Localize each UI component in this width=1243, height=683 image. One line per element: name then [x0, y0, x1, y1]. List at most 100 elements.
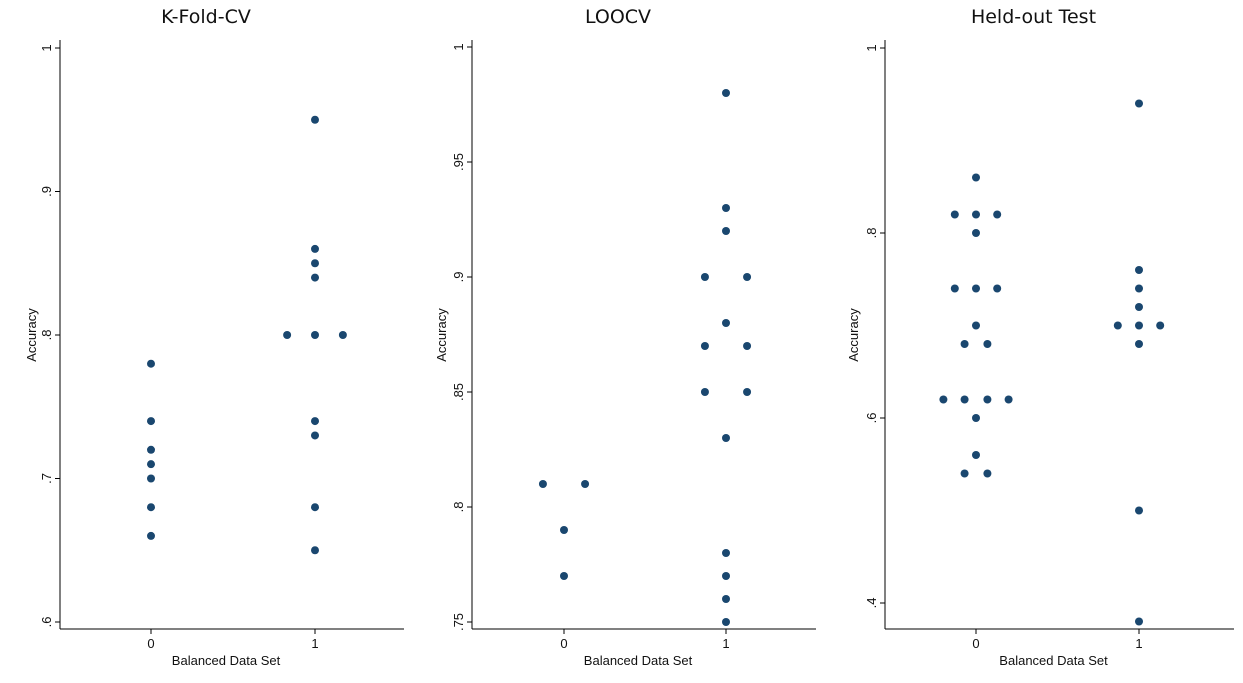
data-point [311, 546, 319, 555]
data-point [950, 284, 959, 293]
y-tick-label: .8 [39, 330, 54, 341]
data-point [1135, 506, 1143, 515]
y-tick-label: .75 [451, 613, 466, 631]
data-point [950, 210, 959, 219]
data-point [960, 395, 969, 404]
chart-title: Held-out Test [970, 6, 1097, 28]
y-tick-label: .8 [451, 502, 466, 513]
data-point [722, 595, 730, 603]
data-point [1113, 321, 1122, 330]
y-tick-label: .7 [39, 473, 54, 484]
data-point [147, 417, 155, 426]
y-tick-label: .9 [39, 186, 54, 197]
x-tick-label: 1 [1135, 636, 1142, 651]
y-tick-label: .4 [864, 598, 879, 609]
data-point [1135, 303, 1143, 311]
data-point [722, 227, 730, 235]
data-point [722, 89, 730, 97]
data-point [722, 319, 730, 327]
data-point [972, 210, 980, 219]
x-tick-label: 0 [972, 636, 979, 651]
chart-title: LOOCV [584, 6, 652, 28]
data-point [722, 572, 730, 580]
data-point [1156, 321, 1165, 330]
data-point [311, 331, 319, 339]
y-tick-label: 1 [39, 44, 54, 51]
data-point [311, 259, 319, 268]
y-tick-label: .9 [451, 272, 466, 283]
y-tick-label: .6 [864, 413, 879, 424]
kfold-cv-panel: K-Fold-CV .6 .7 .8 .9 1 0 1 Balanced Data Set Ac… [0, 0, 412, 683]
y-tick-label: .85 [451, 383, 466, 401]
data-point [972, 229, 980, 237]
x-tick-label: 1 [722, 636, 729, 651]
y-axis-label: Accuracy [24, 308, 39, 362]
data-point [581, 480, 590, 488]
data-point [722, 434, 730, 442]
data-point [972, 451, 980, 459]
data-point [338, 331, 347, 339]
y-tick-label: 1 [451, 43, 466, 50]
plot-area [60, 40, 404, 629]
loocv-chart: .75 .8 .85 .9 .95 1 0 1 Balanced Data Set Accurac… [434, 40, 816, 668]
data-point [1135, 99, 1143, 108]
y-axis-label: Accuracy [434, 308, 449, 362]
y-tick-label: 1 [864, 44, 879, 51]
data-point [700, 388, 709, 396]
data-point [147, 531, 155, 540]
y-tick-label: .95 [451, 153, 466, 171]
held-out-test-chart: .4 .6 .8 1 0 1 Balanced Data Set Accuracy [846, 40, 1234, 668]
data-point [311, 503, 319, 512]
data-point [700, 273, 709, 281]
data-point [939, 395, 948, 404]
data-point [538, 480, 547, 488]
data-point [972, 414, 980, 422]
data-point [743, 388, 752, 396]
data-point [700, 342, 709, 350]
data-point [722, 618, 730, 626]
x-tick-label: 0 [560, 636, 567, 651]
data-point [743, 273, 752, 281]
data-point [972, 173, 980, 182]
data-point [983, 340, 992, 348]
data-point [1135, 340, 1143, 348]
data-point [993, 210, 1002, 219]
data-point [972, 284, 980, 293]
plot-area [472, 40, 816, 629]
y-tick-label: .6 [39, 617, 54, 628]
data-point [743, 342, 752, 350]
data-point [147, 460, 155, 469]
x-tick-label: 1 [311, 636, 318, 651]
data-point [560, 526, 568, 534]
plot-area [885, 40, 1234, 629]
data-point [311, 273, 319, 282]
data-point [993, 284, 1002, 293]
data-point [147, 359, 155, 368]
data-point [983, 469, 992, 478]
x-axis-label: Balanced Data Set [584, 653, 693, 668]
y-axis-label: Accuracy [846, 308, 861, 362]
data-point [311, 115, 319, 124]
data-point [983, 395, 992, 404]
data-point [560, 572, 568, 580]
held-out-test-panel: Held-out Test .4 .6 .8 1 0 1 Balanced Data Set… [824, 0, 1243, 683]
data-point [283, 331, 292, 339]
data-point [722, 204, 730, 212]
data-point [147, 445, 155, 454]
x-axis-label: Balanced Data Set [999, 653, 1108, 668]
data-point [311, 244, 319, 253]
data-point [1135, 321, 1143, 330]
data-point [1135, 266, 1143, 274]
loocv-panel: LOOCV .75 .8 .85 .9 .95 1 0 1 Balanced Data Set A… [412, 0, 824, 683]
data-point [147, 474, 155, 483]
chart-title: K-Fold-CV [161, 6, 251, 28]
data-point [722, 549, 730, 557]
data-point [960, 340, 969, 348]
x-axis-label: Balanced Data Set [172, 653, 281, 668]
y-tick-label: .8 [864, 228, 879, 239]
data-point [311, 417, 319, 426]
data-point [147, 503, 155, 512]
data-point [1135, 617, 1143, 626]
data-point [311, 431, 319, 440]
data-point [972, 321, 980, 330]
